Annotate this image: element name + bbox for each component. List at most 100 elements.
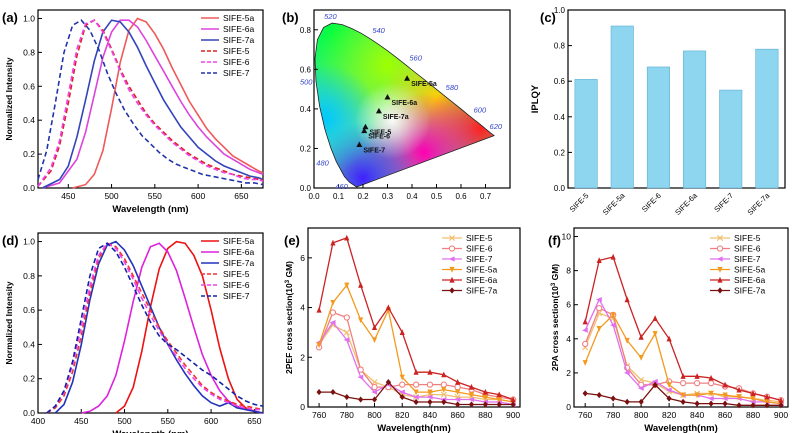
y-tick-label: 4 (300, 303, 305, 313)
x-tick-label: 900 (506, 410, 520, 420)
x-tick-label: 760 (578, 410, 592, 420)
cie-point-label: SIFE-5a (411, 81, 437, 88)
panel-label: (f) (548, 233, 561, 248)
panel-label: (b) (282, 10, 299, 25)
data-point-sife-6a (316, 306, 322, 313)
data-point-sife-5 (343, 329, 350, 336)
data-point-sife-5 (638, 376, 645, 383)
y-tick-label: 0.4 (23, 339, 35, 349)
panel-label: (d) (2, 233, 19, 248)
legend-marker (448, 234, 456, 242)
data-point-sife-6a (385, 304, 391, 311)
x-tick-label: SIFE-5 (568, 191, 591, 214)
data-point-sife-5a (736, 394, 742, 400)
data-point-sife-7a (371, 396, 378, 403)
legend-marker (716, 234, 724, 242)
y-tick-label: 8 (566, 266, 571, 276)
x-tick-label: 600 (204, 416, 218, 426)
bar-sife-7 (719, 89, 743, 189)
wavelength-label: 520 (324, 12, 337, 21)
data-point-sife-7a (482, 401, 488, 408)
x-tick-label: 860 (718, 410, 732, 420)
panel-c: (c) 0.0 0.2 0.4 0.6 0.8 1.0 SIFE-5 SIFE-5a SIFE-6… (530, 6, 786, 217)
x-tick-label: 820 (395, 410, 409, 420)
legend-marker (449, 266, 455, 273)
x-axis-label: Wavelength (nm) (112, 204, 188, 215)
x-tick-label: 650 (234, 191, 248, 201)
series-line-sife-7 (37, 19, 264, 186)
data-point-sife-6a (468, 383, 475, 390)
x-tick-label: 760 (312, 410, 326, 420)
data-point-sife-6 (343, 314, 350, 321)
data-point-sife-7 (581, 327, 588, 333)
x-axis-label: Wavelength(nm) (644, 423, 718, 433)
data-point-sife-6a (510, 396, 516, 403)
data-point-sife-5a (427, 389, 433, 396)
x-tick-label: 840 (423, 410, 437, 420)
legend-entry: SIFE-5a (466, 265, 497, 275)
series-line-sife-6 (584, 307, 782, 401)
x-tick-label: 780 (340, 410, 354, 420)
y-tick-label: 0.4 (300, 105, 312, 114)
data-point-sife-6a (750, 390, 756, 396)
series-line-sife-6 (46, 242, 263, 414)
series-line-sife-5a (115, 240, 264, 414)
x-tick-label: SIFE-5a (601, 190, 627, 216)
y-tick-label: 0.6 (554, 77, 566, 86)
data-point-sife-7 (721, 395, 728, 402)
x-tick-label: 500 (117, 416, 131, 426)
panel-label: (a) (2, 10, 18, 25)
x-tick-label: 880 (478, 410, 492, 420)
data-point-sife-5a (344, 282, 350, 289)
y-tick-label: 6 (566, 300, 571, 310)
wavelength-label: 500 (300, 78, 313, 87)
data-point-sife-6a (638, 333, 644, 340)
y-tick-label: 0.2 (23, 374, 35, 384)
cie-point-sife-5 (362, 123, 369, 130)
data-point-sife-6a (694, 373, 700, 379)
data-point-sife-7 (595, 297, 602, 303)
data-point-sife-6a (358, 281, 364, 288)
data-point-sife-6a (413, 368, 419, 375)
data-point-sife-6a (427, 368, 433, 375)
data-point-sife-5a (708, 390, 714, 397)
data-point-sife-5a (371, 337, 378, 344)
data-point-sife-7a (510, 401, 516, 408)
y-tick-label: 0.2 (23, 149, 35, 159)
plot-frame (307, 227, 521, 408)
data-point-sife-6 (596, 304, 603, 312)
x-tick-label: 0.1 (333, 192, 345, 201)
y-tick-label: 0.8 (23, 271, 35, 281)
plot-frame (573, 227, 789, 408)
data-point-sife-7 (343, 337, 350, 343)
legend-entry: SIFE-5 (223, 269, 250, 279)
x-tick-label: 600 (191, 191, 205, 201)
legend-marker (449, 276, 455, 283)
data-point-sife-7a (750, 402, 756, 409)
data-point-sife-5a (652, 331, 658, 337)
data-point-sife-6a (610, 253, 616, 260)
data-point-sife-7a (764, 402, 770, 409)
x-axis-label: Wavelength (nm) (112, 429, 188, 433)
y-tick-label: 6 (300, 253, 305, 263)
legend-marker (717, 266, 723, 273)
x-tick-label: SIFE-6 (640, 191, 663, 214)
data-point-sife-7 (357, 374, 364, 380)
data-point-sife-7a (385, 379, 391, 386)
data-point-sife-7 (399, 389, 405, 395)
panel-d: (d) 400 450 500 550 600 650 0.0 0.2 0.4 0.6 0.8 1.0 W… (2, 232, 264, 433)
data-point-sife-7a (441, 398, 447, 406)
legend-entry: SIFE-7 (223, 68, 250, 78)
cie-point-sife-5a (404, 75, 411, 81)
y-tick-label: 0 (300, 402, 305, 412)
data-point-sife-6a (371, 324, 378, 331)
panel-label: (e) (284, 233, 300, 248)
y-axis-label: Normalized Intensity (4, 281, 14, 364)
data-point-sife-7a (652, 381, 658, 388)
series-line-sife-7 (46, 242, 264, 414)
wavelength-label: 600 (474, 105, 487, 114)
cie-point-label: SIFE-7a (383, 114, 409, 121)
legend-entry: SIFE-7a (223, 35, 254, 45)
data-point-sife-6 (371, 383, 378, 391)
